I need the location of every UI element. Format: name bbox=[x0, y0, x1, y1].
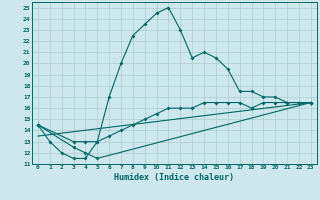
X-axis label: Humidex (Indice chaleur): Humidex (Indice chaleur) bbox=[115, 173, 234, 182]
